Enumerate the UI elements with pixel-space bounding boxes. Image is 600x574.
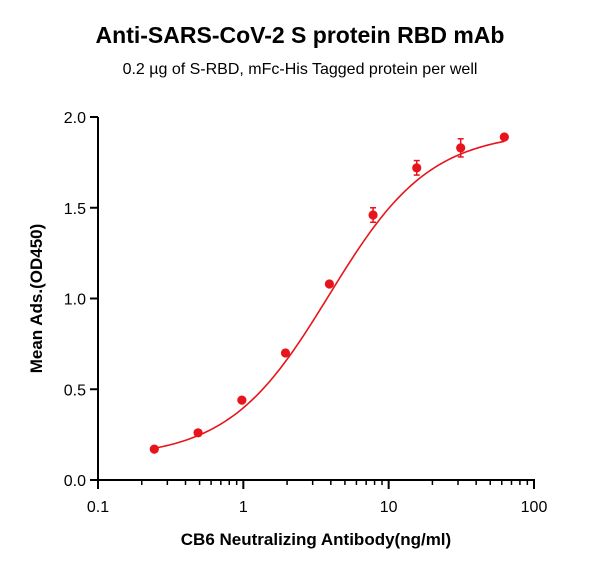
y-axis-title: Mean Ads.(OD450) xyxy=(27,224,46,374)
point-layer xyxy=(149,132,509,454)
data-point xyxy=(280,348,291,358)
x-ticks: 0.1 1 10 100 xyxy=(87,480,548,516)
data-point xyxy=(412,163,422,173)
x-tick-label: 10 xyxy=(380,499,398,516)
axes xyxy=(97,117,535,481)
data-point xyxy=(324,279,334,289)
y-tick-label: 2.0 xyxy=(64,110,86,127)
fit-curve xyxy=(154,140,505,450)
y-ticks: 0.0 0.5 1.0 1.5 2.0 xyxy=(64,110,98,490)
chart-title: Anti-SARS-CoV-2 S protein RBD mAb xyxy=(95,22,505,48)
data-point xyxy=(499,132,509,142)
data-point xyxy=(149,444,159,454)
data-point xyxy=(456,143,466,153)
fit-layer xyxy=(154,140,505,450)
y-tick-label: 0.5 xyxy=(64,382,86,399)
chart-subtitle: 0.2 µg of S-RBD, mFc-His Tagged protein … xyxy=(122,61,478,78)
data-point xyxy=(193,428,203,438)
data-point xyxy=(368,210,378,220)
y-tick-label: 0.0 xyxy=(64,473,86,490)
x-axis-title: CB6 Neutralizing Antibody(ng/ml) xyxy=(181,530,451,549)
x-tick-label: 1 xyxy=(239,499,248,516)
x-tick-label: 100 xyxy=(521,499,548,516)
y-tick-label: 1.5 xyxy=(64,201,86,218)
y-tick-label: 1.0 xyxy=(64,292,86,309)
x-tick-label: 0.1 xyxy=(87,499,109,516)
data-point xyxy=(237,395,247,405)
errbar-layer xyxy=(151,134,508,452)
